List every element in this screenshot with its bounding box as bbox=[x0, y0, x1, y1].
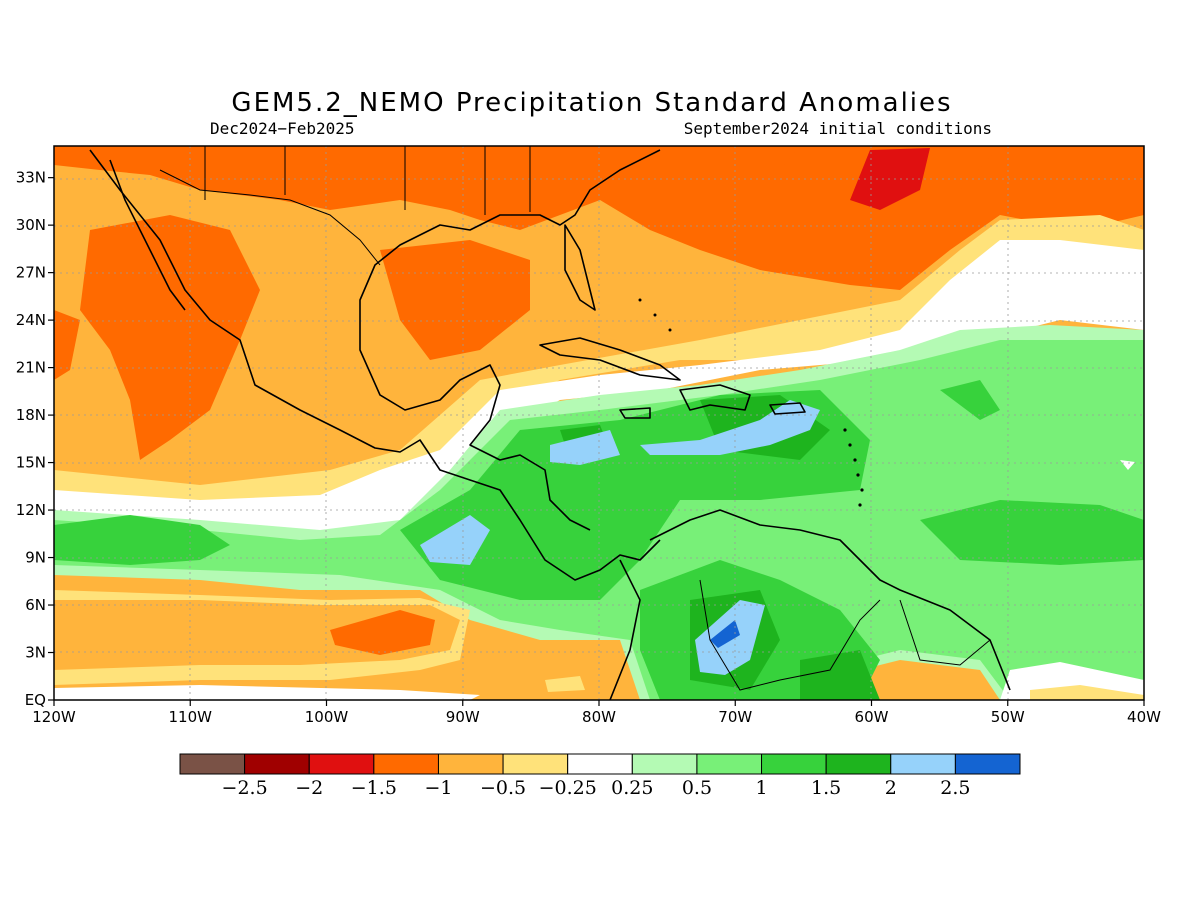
colorbar-swatch bbox=[437, 753, 504, 775]
coastlines bbox=[89, 149, 1011, 700]
colorbar-swatch bbox=[502, 753, 569, 775]
lon-tick-label: 90W bbox=[446, 708, 480, 726]
lat-tick-label: 33N bbox=[16, 169, 46, 187]
field-mexico-orange bbox=[80, 215, 260, 460]
field-west-orange bbox=[54, 310, 80, 380]
field-blue-3 bbox=[420, 515, 490, 565]
lon-tick-label: 40W bbox=[1127, 708, 1161, 726]
lon-tick-label: 100W bbox=[305, 708, 349, 726]
lon-tick-label: 60W bbox=[855, 708, 889, 726]
colorbar-label: −1 bbox=[424, 777, 452, 799]
anomaly-field bbox=[54, 146, 1144, 700]
colorbar-label: 0.5 bbox=[682, 777, 712, 799]
coast-puerto-rico bbox=[769, 402, 806, 415]
border-venezuela bbox=[699, 579, 881, 691]
coast-pacific-americas bbox=[89, 149, 661, 581]
colorbar-swatch bbox=[696, 753, 763, 775]
lon-tick-label: 80W bbox=[582, 708, 616, 726]
lat-tick-label: 18N bbox=[16, 406, 46, 424]
lon-tick-label: 120W bbox=[32, 708, 76, 726]
field-blue-1 bbox=[550, 430, 620, 465]
colorbar-swatch bbox=[567, 753, 633, 775]
lat-tick-label: 30N bbox=[16, 216, 46, 234]
border-guianas bbox=[899, 599, 991, 666]
colorbar-swatch bbox=[825, 753, 892, 775]
colorbar-swatch bbox=[890, 753, 956, 775]
lat-tick-label: 6N bbox=[25, 596, 46, 614]
field-eq-deep-orange bbox=[330, 610, 435, 655]
lesser-antilles bbox=[638, 298, 864, 507]
colorbar: −2.5 −2 −1.5 −1 −0.5 −0.25 0.25 0.5 1 1.5 2 2.5 bbox=[179, 753, 1021, 799]
field-atlantic-green bbox=[920, 500, 1144, 565]
coast-colombia-pacific bbox=[609, 559, 641, 700]
coast-florida bbox=[564, 224, 596, 311]
lon-tick-label: 70W bbox=[718, 708, 752, 726]
colorbar-swatch bbox=[373, 753, 439, 775]
field-eq-orange bbox=[54, 600, 460, 670]
lat-tick-label: 15N bbox=[16, 454, 46, 472]
subtitle-initial-conditions: September2024 initial conditions bbox=[684, 119, 992, 138]
subtitle-season: Dec2024−Feb2025 bbox=[210, 119, 355, 138]
colorbar-swatch bbox=[631, 753, 698, 775]
coast-baja bbox=[109, 159, 186, 311]
coast-hispaniola bbox=[679, 384, 751, 411]
colorbar-label: −0.5 bbox=[480, 777, 526, 799]
field-gulf-orange bbox=[380, 240, 530, 360]
colorbar-label: −0.25 bbox=[539, 777, 597, 799]
longitude-axis: 120W 110W 100W 90W 80W 70W 60W 50W 40W bbox=[32, 700, 1161, 726]
map-title: GEM5.2_NEMO Precipitation Standard Anoma… bbox=[231, 88, 952, 118]
colorbar-label: −2.5 bbox=[222, 777, 268, 799]
colorbar-label: 1 bbox=[755, 777, 767, 799]
colorbar-label: 2.5 bbox=[940, 777, 970, 799]
lon-tick-label: 110W bbox=[169, 708, 213, 726]
field-white-band bbox=[54, 240, 1144, 540]
coast-south-america-north bbox=[649, 509, 1011, 691]
field-white-speck bbox=[1120, 460, 1135, 470]
coast-gulf-caribbean bbox=[359, 149, 661, 531]
borders bbox=[159, 146, 991, 691]
field-dark-green-4 bbox=[800, 650, 880, 700]
lon-tick-label: 50W bbox=[991, 708, 1025, 726]
field-pacific-green bbox=[54, 515, 230, 565]
colorbar-label: 1.5 bbox=[811, 777, 841, 799]
lat-tick-label: 21N bbox=[16, 359, 46, 377]
colorbar-label: 2 bbox=[885, 777, 897, 799]
latitude-axis: 33N 30N 27N 24N 21N 18N 15N 12N 9N 6N 3N EQ bbox=[16, 169, 54, 709]
lat-tick-label: 9N bbox=[25, 549, 46, 567]
colorbar-swatch bbox=[308, 753, 375, 775]
field-blue-core bbox=[710, 620, 740, 648]
lat-tick-label: 3N bbox=[25, 644, 46, 662]
field-small-yellow bbox=[545, 676, 585, 692]
lat-tick-label: 24N bbox=[16, 311, 46, 329]
field-small-green bbox=[940, 380, 1000, 420]
colorbar-label: 0.25 bbox=[611, 777, 653, 799]
colorbar-swatch bbox=[761, 753, 827, 775]
colorbar-label: −2 bbox=[295, 777, 323, 799]
field-eq-white bbox=[54, 685, 480, 700]
border-us-mexico bbox=[159, 169, 381, 266]
colorbar-swatch bbox=[244, 753, 310, 775]
colorbar-swatch bbox=[179, 753, 246, 775]
coast-cuba bbox=[539, 337, 681, 381]
field-yellow-band bbox=[54, 215, 1144, 520]
coast-jamaica bbox=[619, 407, 651, 419]
field-se-yellow bbox=[1030, 685, 1144, 700]
colorbar-swatch bbox=[954, 753, 1021, 775]
lat-tick-label: EQ bbox=[25, 691, 46, 709]
colorbar-label: −1.5 bbox=[351, 777, 397, 799]
lat-tick-label: 12N bbox=[16, 501, 46, 519]
lat-tick-label: 27N bbox=[16, 264, 46, 282]
